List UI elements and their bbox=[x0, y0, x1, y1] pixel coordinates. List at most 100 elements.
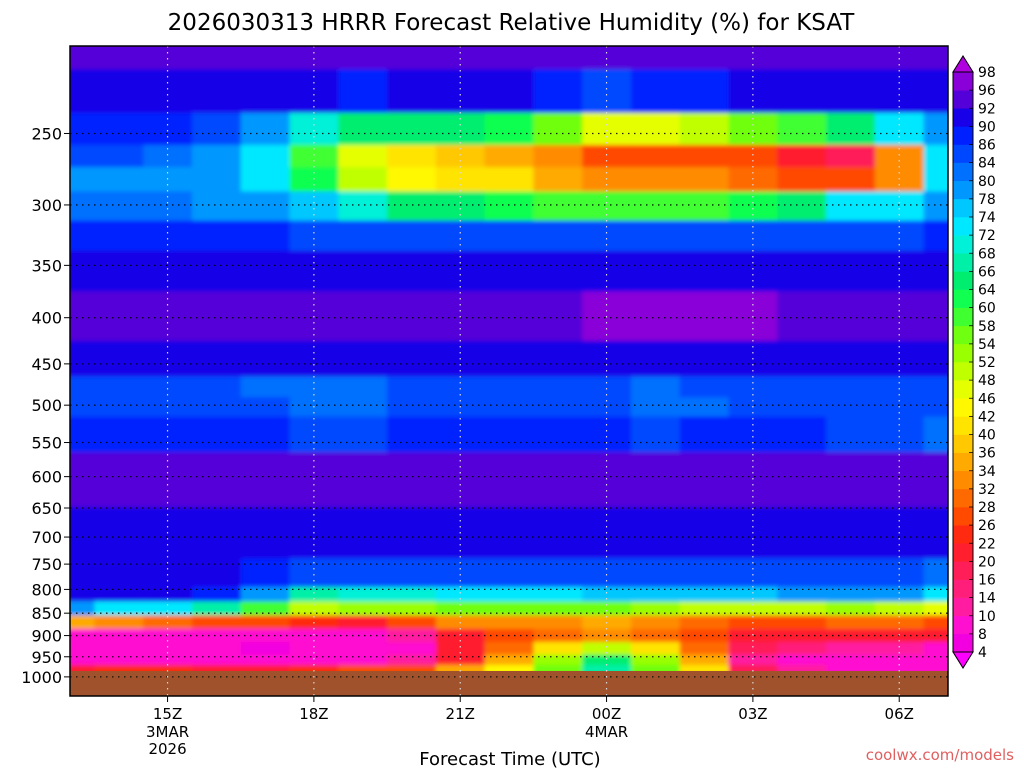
rh-cell bbox=[94, 506, 144, 559]
colorbar-label: 22 bbox=[978, 536, 996, 552]
colorbar-swatch bbox=[953, 488, 973, 508]
rh-cell bbox=[826, 416, 876, 453]
rh-cell bbox=[630, 506, 681, 559]
rh-cell bbox=[679, 144, 730, 168]
rh-cell bbox=[582, 601, 632, 617]
colorbar-swatch bbox=[953, 108, 973, 127]
rh-cell bbox=[582, 220, 632, 252]
rh-cell bbox=[387, 112, 437, 146]
rh-cell bbox=[923, 291, 948, 342]
rh-cell bbox=[289, 112, 339, 146]
rh-cell bbox=[338, 291, 388, 342]
rh-cell bbox=[338, 250, 388, 293]
rh-cell bbox=[191, 628, 242, 643]
rh-cell bbox=[94, 144, 144, 168]
x-tick-date-label: 4MAR bbox=[585, 723, 628, 741]
rh-cell bbox=[874, 416, 925, 453]
rh-cell bbox=[582, 191, 632, 222]
rh-cell bbox=[484, 46, 534, 70]
rh-cell bbox=[533, 628, 583, 643]
rh-cell bbox=[826, 586, 876, 603]
colorbar-label: 74 bbox=[978, 210, 996, 226]
colorbar-swatch bbox=[953, 416, 973, 435]
colorbar-label: 60 bbox=[978, 301, 996, 317]
rh-cell bbox=[777, 191, 827, 222]
rh-cell bbox=[338, 416, 388, 453]
rh-cell bbox=[387, 250, 437, 293]
rh-cell bbox=[484, 558, 534, 588]
below-ground-fill bbox=[70, 670, 948, 696]
rh-cell bbox=[679, 291, 730, 342]
rh-cell bbox=[923, 167, 948, 193]
rh-cell bbox=[191, 558, 242, 588]
rh-cell bbox=[630, 250, 681, 293]
rh-cell bbox=[240, 376, 291, 398]
rh-cell bbox=[94, 586, 144, 603]
rh-cell bbox=[923, 397, 948, 418]
rh-cell bbox=[826, 144, 876, 168]
rh-cell bbox=[191, 586, 242, 603]
rh-cell bbox=[191, 340, 242, 378]
rh-cell bbox=[70, 558, 95, 588]
rh-cell bbox=[630, 586, 681, 603]
rh-cell bbox=[923, 642, 948, 656]
rh-cell bbox=[191, 506, 242, 559]
rh-cell bbox=[338, 506, 388, 559]
colorbar-label: 96 bbox=[978, 83, 996, 99]
rh-cell bbox=[679, 628, 730, 643]
rh-cell bbox=[70, 397, 95, 418]
rh-cell bbox=[191, 654, 242, 666]
rh-cell bbox=[240, 586, 291, 603]
rh-cell bbox=[777, 112, 827, 146]
rh-cell bbox=[240, 558, 291, 588]
rh-cell bbox=[630, 69, 681, 114]
colorbar-label: 98 bbox=[978, 65, 996, 81]
rh-cell bbox=[728, 452, 778, 508]
rh-cell bbox=[923, 112, 948, 146]
y-tick-label: 400 bbox=[31, 309, 62, 328]
rh-cell bbox=[484, 250, 534, 293]
rh-cell bbox=[679, 397, 730, 418]
rh-cell bbox=[923, 69, 948, 114]
colorbar-swatch bbox=[953, 561, 973, 580]
rh-cell bbox=[630, 642, 681, 656]
rh-cell bbox=[630, 628, 681, 643]
rh-cell bbox=[191, 291, 242, 342]
y-tick-label: 950 bbox=[31, 648, 62, 667]
rh-cell bbox=[874, 654, 925, 666]
rh-cell bbox=[338, 642, 388, 656]
rh-cell bbox=[923, 220, 948, 252]
rh-cell bbox=[728, 250, 778, 293]
x-tick-label: 00Z bbox=[592, 705, 621, 723]
rh-cell bbox=[777, 452, 827, 508]
colorbar-swatch bbox=[953, 470, 973, 490]
rh-cell bbox=[630, 654, 681, 666]
rh-cell bbox=[826, 615, 876, 630]
rh-cell bbox=[240, 220, 291, 252]
colorbar-label: 54 bbox=[978, 337, 996, 353]
colorbar-label: 48 bbox=[978, 373, 996, 389]
rh-cell bbox=[728, 586, 778, 603]
rh-cell bbox=[874, 250, 925, 293]
rh-cell bbox=[533, 601, 583, 617]
rh-cell bbox=[728, 628, 778, 643]
rh-cell bbox=[582, 586, 632, 603]
rh-cell bbox=[777, 601, 827, 617]
rh-cell bbox=[338, 69, 388, 114]
rh-cell bbox=[728, 112, 778, 146]
rh-cell bbox=[289, 601, 339, 617]
rh-cell bbox=[70, 167, 95, 193]
rh-cell bbox=[435, 220, 486, 252]
colorbar-label: 58 bbox=[978, 319, 996, 335]
rh-cell bbox=[923, 601, 948, 617]
rh-cell bbox=[923, 654, 948, 666]
colorbar-label: 42 bbox=[978, 409, 996, 425]
rh-cell bbox=[874, 144, 925, 168]
rh-cell bbox=[289, 250, 339, 293]
rh-cell bbox=[143, 112, 193, 146]
rh-cell bbox=[630, 601, 681, 617]
rh-cell bbox=[679, 376, 730, 398]
rh-cell bbox=[630, 291, 681, 342]
rh-cell bbox=[191, 69, 242, 114]
rh-cell bbox=[387, 416, 437, 453]
